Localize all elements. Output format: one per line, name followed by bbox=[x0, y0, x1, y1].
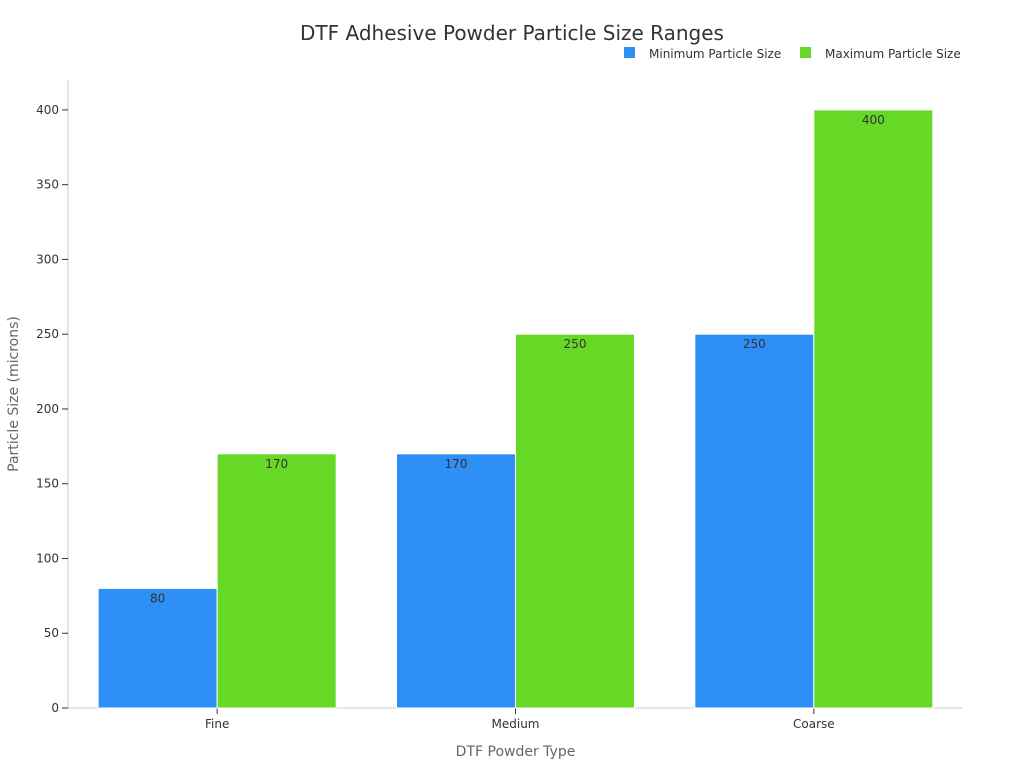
y-tick-label: 150 bbox=[36, 477, 59, 491]
y-tick-label: 100 bbox=[36, 551, 59, 565]
bar-data-label: 80 bbox=[150, 591, 165, 605]
bar-maximum-coarse bbox=[813, 109, 934, 709]
x-axis-title: DTF Powder Type bbox=[456, 744, 576, 760]
legend-label: Maximum Particle Size bbox=[825, 47, 961, 61]
bar-data-label: 400 bbox=[862, 113, 885, 127]
y-axis-ticks: 0 50 100 150 200 250 300 350 400 bbox=[36, 103, 68, 715]
y-tick-label: 0 bbox=[51, 701, 59, 715]
y-tick-label: 250 bbox=[36, 327, 59, 341]
y-tick-label: 400 bbox=[36, 103, 59, 117]
y-tick-label: 350 bbox=[36, 178, 59, 192]
y-axis-title: Particle Size (microns) bbox=[6, 316, 22, 472]
y-tick-label: 50 bbox=[44, 626, 59, 640]
bars bbox=[97, 109, 934, 709]
legend-swatch bbox=[800, 47, 811, 58]
bar-data-label: 250 bbox=[564, 337, 587, 351]
x-axis-ticks: Fine Medium Coarse bbox=[205, 708, 835, 731]
y-tick-label: 300 bbox=[36, 252, 59, 266]
legend-label: Minimum Particle Size bbox=[649, 47, 781, 61]
x-tick-label: Medium bbox=[492, 717, 540, 731]
bar-data-label: 170 bbox=[265, 457, 288, 471]
legend: Minimum Particle Size Maximum Particle Si… bbox=[624, 47, 961, 61]
bar-data-label: 250 bbox=[743, 337, 766, 351]
bar-data-labels: 80 170 170 250 250 400 bbox=[150, 113, 885, 605]
bar-minimum-medium bbox=[396, 453, 516, 709]
bar-maximum-fine bbox=[216, 453, 337, 709]
bar-data-label: 170 bbox=[445, 457, 468, 471]
x-tick-label: Fine bbox=[205, 717, 229, 731]
chart-title: DTF Adhesive Powder Particle Size Ranges bbox=[300, 21, 724, 45]
y-tick-label: 200 bbox=[36, 402, 59, 416]
bar-minimum-fine bbox=[97, 587, 218, 709]
bar-maximum-medium bbox=[515, 333, 635, 709]
legend-swatch bbox=[624, 47, 635, 58]
x-tick-label: Coarse bbox=[793, 717, 835, 731]
bar-minimum-coarse bbox=[694, 333, 815, 709]
